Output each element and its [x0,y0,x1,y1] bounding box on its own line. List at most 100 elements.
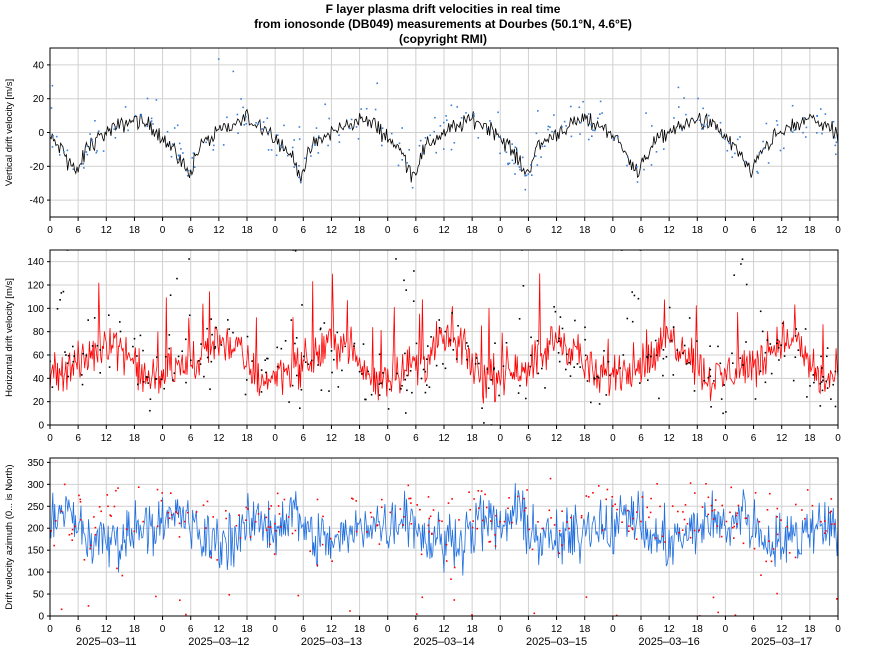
data-point [603,350,605,352]
data-point [636,511,638,513]
data-point [178,155,180,157]
data-point [152,123,154,125]
data-point [570,516,572,519]
data-point [374,108,377,111]
data-point [56,308,59,310]
data-point [626,317,629,320]
data-point [820,108,822,110]
data-point [663,148,665,150]
data-point [142,381,145,383]
data-point [628,525,630,527]
x-tick-label: 12 [213,433,225,444]
data-point [830,398,832,400]
data-point [235,524,238,527]
x-tick-label: 12 [664,624,676,635]
data-point [484,493,486,496]
data-point [643,168,645,171]
data-point [776,507,779,510]
data-point [193,166,196,168]
data-point [330,537,332,540]
data-point [508,162,511,165]
x-tick-label: 0 [160,225,166,236]
data-point [114,126,117,128]
data-point [505,151,508,154]
x-tick-label: 18 [692,225,704,236]
data-point [311,359,313,362]
data-point [547,125,550,128]
data-point [766,509,769,511]
data-point [170,155,173,158]
data-point [580,515,583,517]
y-axis-title: Drift velocity azimuth (0... is North) [4,464,15,609]
data-point [213,144,215,147]
data-point [239,537,242,539]
data-point [726,149,729,152]
data-point [82,352,84,355]
data-point [791,104,794,107]
data-point [601,529,604,532]
data-point [227,319,229,321]
data-point [192,152,195,154]
data-point [472,520,474,522]
data-point [668,306,671,309]
data-point [274,522,276,525]
data-point [646,356,649,359]
data-point [558,340,560,343]
data-point [717,345,719,348]
data-point [662,374,664,377]
data-point [478,507,480,509]
data-point [175,511,177,513]
data-point [712,518,715,520]
data-point [830,498,833,500]
x-tick-label: 0 [723,624,729,635]
data-point [328,117,330,120]
data-point [673,117,675,119]
data-point [177,355,180,358]
data-point [108,366,111,368]
data-point [206,356,209,359]
data-point [412,300,415,302]
data-point [98,506,101,508]
data-point [270,505,272,507]
data-point [553,114,555,116]
data-point [59,299,61,301]
data-point [507,507,509,510]
data-point [439,125,442,127]
data-point [765,560,767,563]
data-point [421,152,424,154]
data-point [203,375,205,378]
data-point [298,138,301,140]
data-point [776,342,778,345]
data-point [119,321,121,323]
data-point [732,362,734,364]
data-point [87,319,89,321]
data-point [91,345,94,347]
data-point [100,510,102,513]
x-tick-label: 12 [664,225,676,236]
data-point [294,342,296,345]
data-point [331,560,333,562]
data-point [733,537,735,539]
data-point [697,97,699,100]
series-line [50,108,838,184]
data-point [378,543,381,545]
data-point [599,113,601,115]
data-point [142,520,144,523]
data-point [511,159,514,162]
data-point [651,125,653,127]
x-tick-label: 0 [610,433,616,444]
data-point [486,127,488,130]
data-point [645,112,647,114]
data-point [240,98,242,100]
data-point [537,372,540,375]
data-point [380,506,383,509]
data-point [300,388,303,391]
data-point [410,502,412,504]
data-point [89,544,92,547]
x-tick-label: 18 [692,433,704,444]
data-point [768,540,770,542]
data-point [707,496,710,499]
data-point [451,312,453,314]
data-point [381,127,384,129]
data-point [280,146,283,149]
